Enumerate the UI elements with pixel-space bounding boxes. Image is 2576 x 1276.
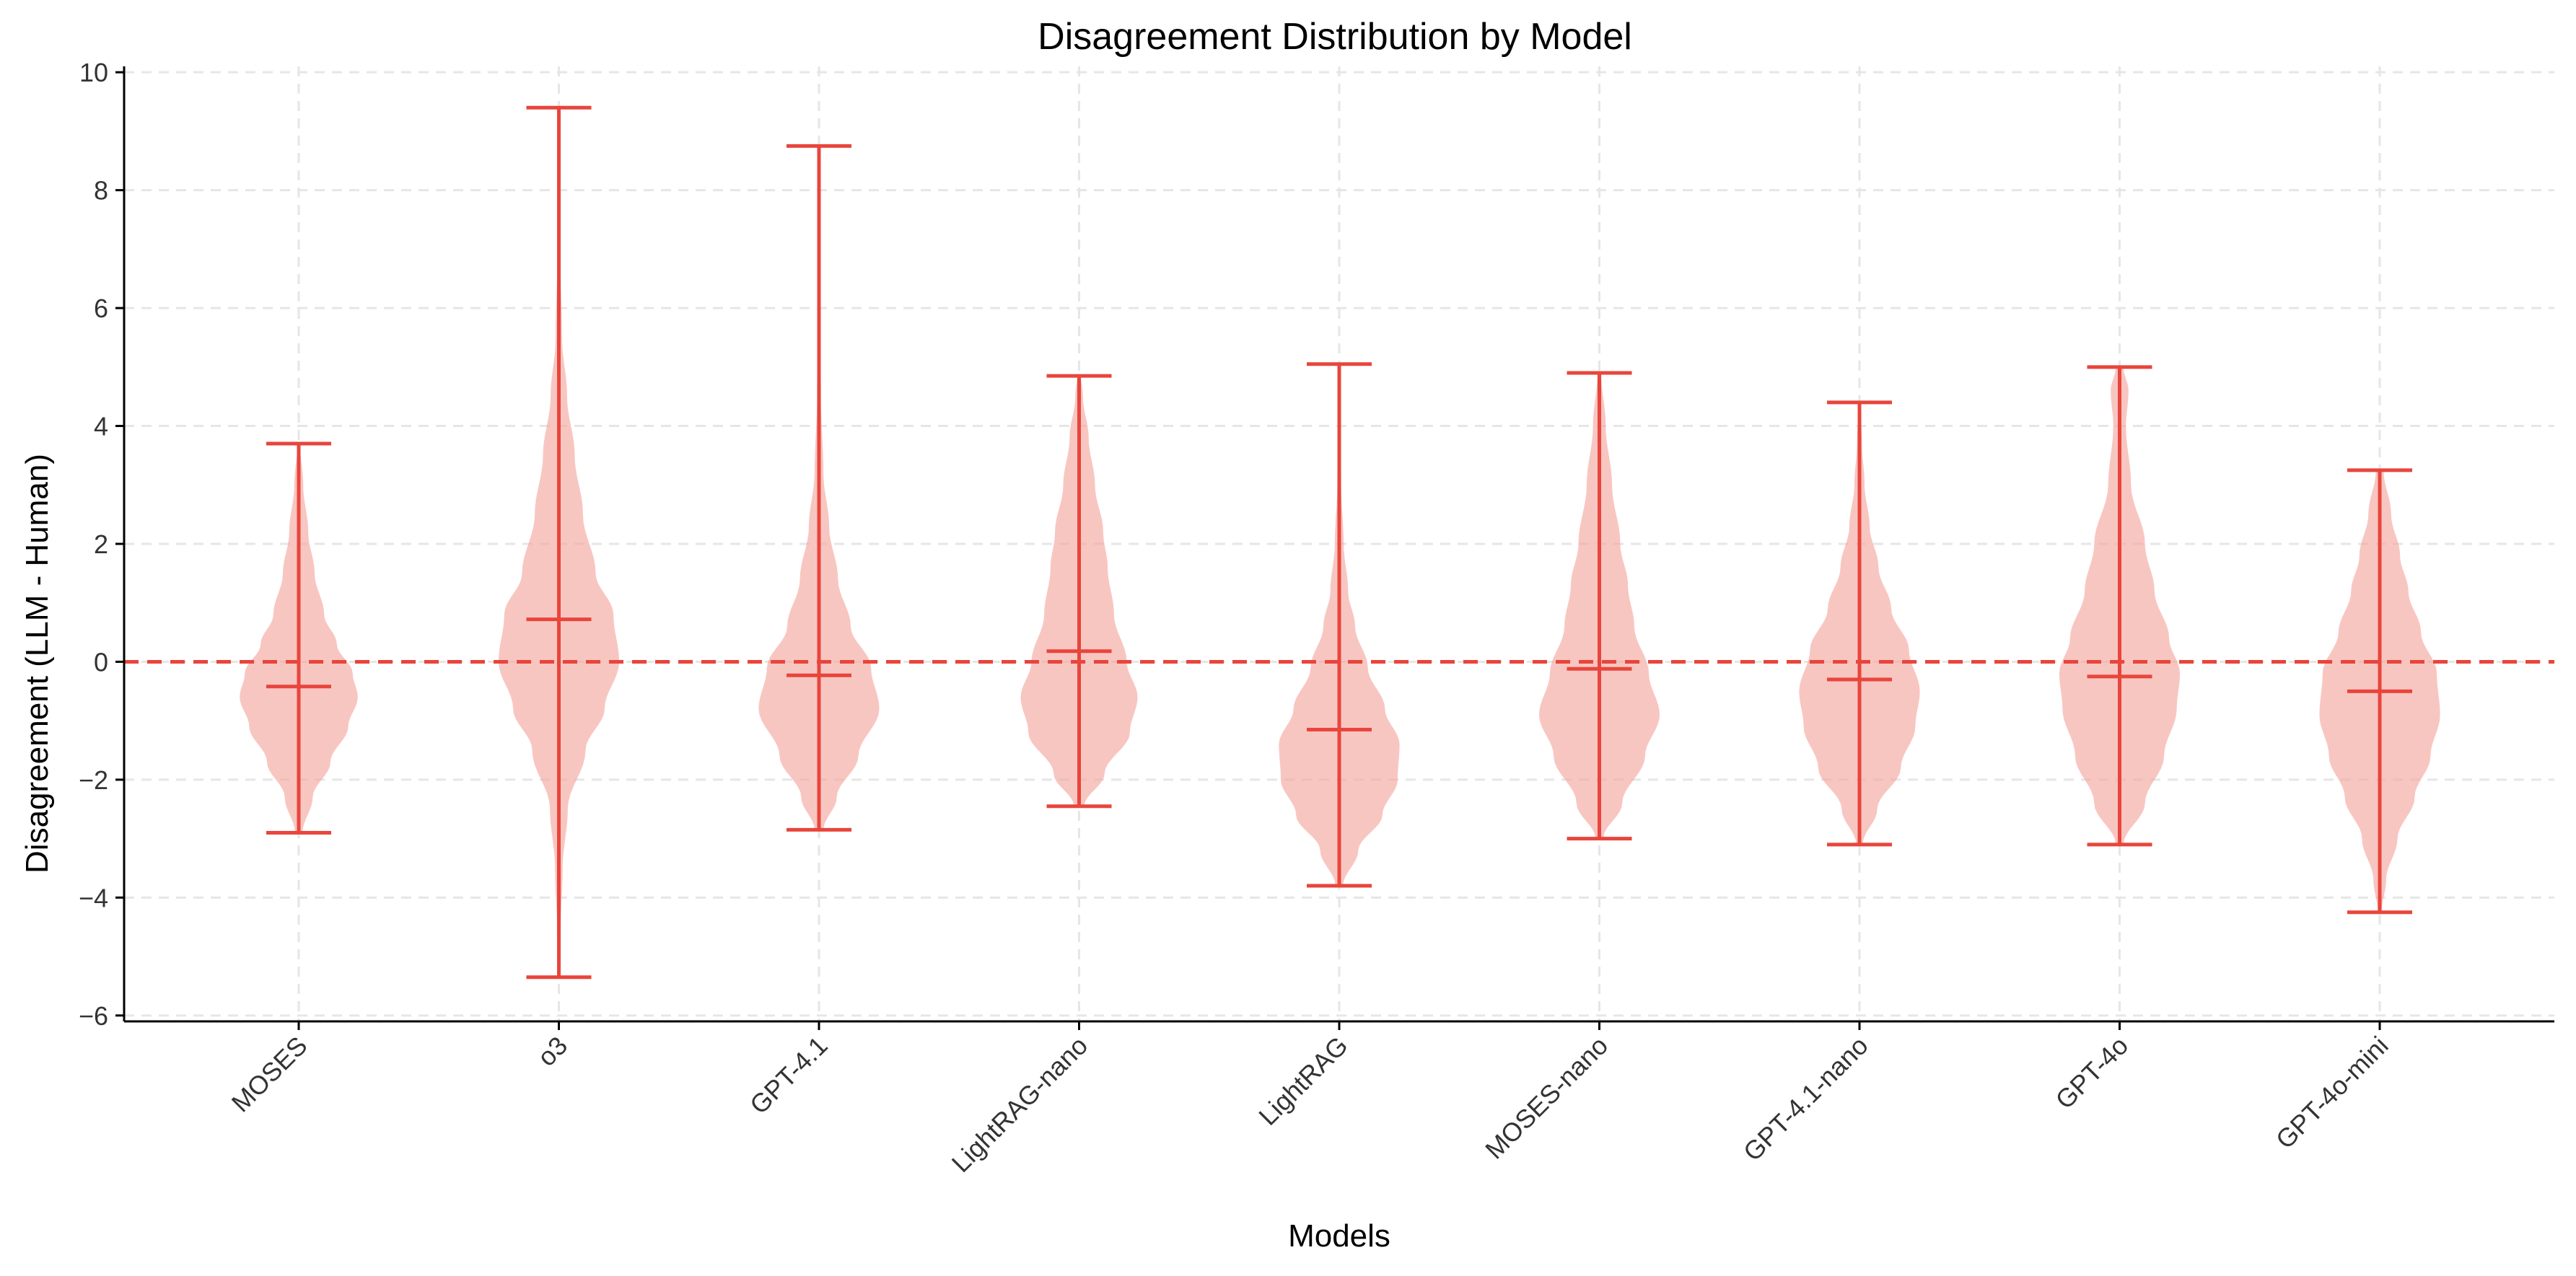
x-tick-label: MOSES-nano — [1479, 1031, 1613, 1165]
y-tick-label: −4 — [79, 883, 108, 912]
x-tick-label: GPT-4.1 — [744, 1031, 833, 1120]
x-tick-label: MOSES — [226, 1031, 313, 1118]
x-tick-label: o3 — [532, 1031, 573, 1072]
y-tick-label: 2 — [94, 529, 108, 559]
y-tick-layer: −6 −4 −2 0 2 4 6 8 10 — [79, 58, 124, 1031]
y-tick-label: 6 — [94, 294, 108, 323]
chart-title: Disagreement Distribution by Model — [1038, 16, 1632, 58]
y-tick-label: 0 — [94, 647, 108, 677]
x-tick-label: LightRAG — [1253, 1031, 1353, 1131]
y-tick-label: 10 — [79, 58, 108, 87]
x-tick-layer: MOSES o3 GPT-4.1 LightRAG-nano LightRAG MOSES… — [226, 1021, 2394, 1178]
x-tick-label: GPT-4o-mini — [2270, 1031, 2394, 1155]
whisker-layer — [266, 105, 2412, 980]
y-tick-label: 8 — [94, 176, 108, 206]
y-axis-title: Disagreement (LLM - Human) — [19, 454, 55, 874]
x-tick-label: GPT-4.1-nano — [1738, 1031, 1874, 1167]
x-tick-label: LightRAG-nano — [946, 1031, 1093, 1178]
x-tick-label: GPT-4o — [2049, 1031, 2134, 1115]
y-tick-label: −2 — [79, 765, 108, 795]
y-tick-label: 4 — [94, 412, 108, 441]
x-axis-title: Models — [1288, 1218, 1390, 1254]
y-tick-label: −6 — [79, 1001, 108, 1031]
